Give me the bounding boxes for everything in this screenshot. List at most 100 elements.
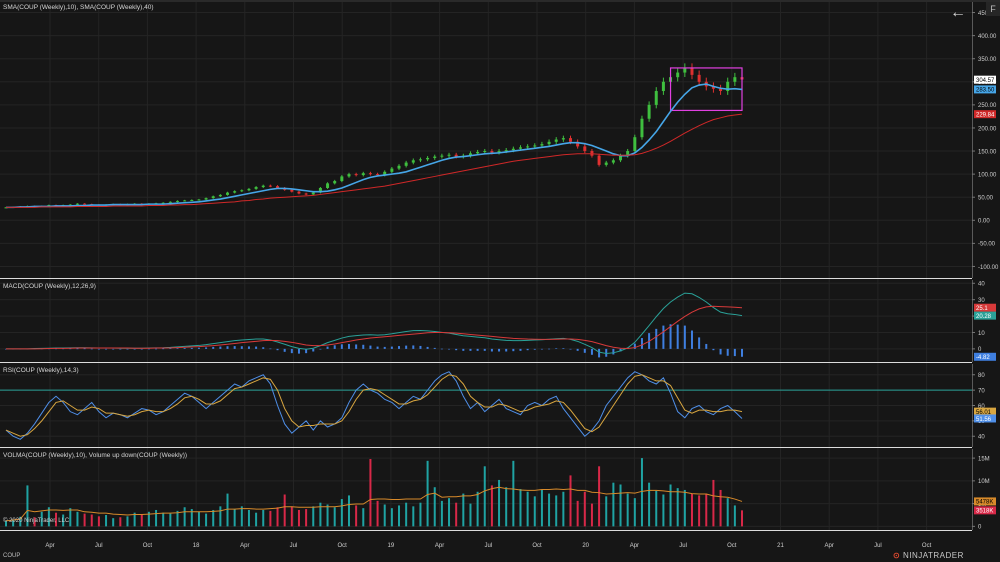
macd-hist-bar [583,348,586,353]
volume-bar [419,502,422,527]
x-tick-label: Oct [532,543,542,549]
volume-bar [55,512,58,527]
value-marker-label: 56.01 [976,410,992,416]
volume-bar [369,459,372,527]
macd-hist-bar [262,347,265,349]
y-tick-label: 250.00 [978,103,997,109]
volume-bar [226,493,229,527]
macd-hist-bar [448,348,451,350]
volume-bar [712,479,715,527]
y-tick-label: 60 [978,404,985,410]
y-tick-label: 80 [978,373,985,379]
candle-body [297,191,301,194]
value-marker-label: 51.56 [976,417,992,423]
candle-body [276,186,280,188]
volume-bar [669,484,672,527]
value-marker-label: 229.84 [976,112,995,118]
macd-hist-bar [112,348,115,350]
volume-bar [690,493,693,527]
macd-hist-bar [376,346,379,349]
x-tick-label: Jul [874,543,882,549]
macd-hist-bar [419,345,422,349]
volume-bar [583,491,586,527]
macd-hist-bar [512,348,515,352]
candle-body [247,188,251,191]
logo-mark-icon: ⊙ [893,551,901,560]
macd-hist-bar [712,348,715,351]
volume-bar [133,512,136,527]
macd-hist-bar [305,348,308,354]
volume-bar [283,494,286,527]
candle-body [318,187,322,193]
macd-hist-bar [476,348,479,351]
macd-hist-bar [405,345,408,349]
candle-body [333,181,337,184]
macd-hist-bar [90,348,93,350]
value-marker-label: 304.57 [976,78,995,84]
value-marker [974,352,996,361]
candle-body [454,154,458,157]
back-arrow-icon[interactable]: ← [950,4,966,21]
volume-bar [183,507,186,527]
volume-bar [455,502,458,527]
candle-body [711,86,715,89]
x-tick-label: Apr [630,543,639,549]
candle-body [497,151,501,153]
macd-hist-bar [255,346,258,349]
volume-bar [733,505,736,527]
candle-body [75,203,79,205]
macd-hist-bar [598,348,601,358]
volume-bar [76,511,79,527]
volume-bar [305,509,308,527]
candle-body [426,157,430,160]
volume-bar [519,489,522,527]
candle-body [168,201,172,203]
candle-body [161,202,165,204]
volume-bar [205,513,208,527]
volume-bar [140,514,143,527]
macd-hist-bar [147,348,150,350]
x-tick-label: Jul [95,543,103,549]
y-tick-label: 10M [978,479,990,485]
candle-body [569,138,573,142]
x-tick-label: 21 [777,543,784,549]
volume-bar [362,508,365,527]
volume-bar [169,513,172,527]
volume-bar [640,458,643,527]
macd-hist-bar [719,348,722,355]
volume-bar [240,506,243,527]
candle-body [240,190,244,192]
macd-hist-bar [555,348,558,349]
candle-body [204,198,208,200]
f-button[interactable]: F [986,2,1000,16]
macd-hist-bar [705,343,708,349]
candle-body [518,147,522,149]
macd-hist-bar [662,325,665,349]
candle-body [683,67,687,73]
candle-body [397,165,401,169]
macd-line [6,305,743,350]
value-marker-label: -4.82 [976,355,990,361]
macd-hist-bar [347,343,350,349]
volume-bar [47,507,50,527]
value-marker-label: 283.50 [976,88,995,94]
y-tick-label: 100.00 [978,172,997,178]
macd-hist-bar [226,346,229,349]
volume-bar [255,512,258,527]
volume-bar [247,509,250,527]
candle-body [626,151,630,156]
candle-body [411,160,415,163]
candle-body [83,203,87,205]
panel-title: SMA(COUP (Weekly),10), SMA(COUP (Weekly)… [3,4,154,11]
volume-bar [5,520,7,527]
candle-body [511,148,515,151]
y-tick-label: -50.00 [978,242,996,248]
candle-body [726,81,730,92]
x-tick-label: Jul [484,543,492,549]
candle-body [311,192,315,195]
macd-hist-bar [355,344,358,349]
candle-body [68,204,72,206]
macd-hist-bar [319,348,322,350]
